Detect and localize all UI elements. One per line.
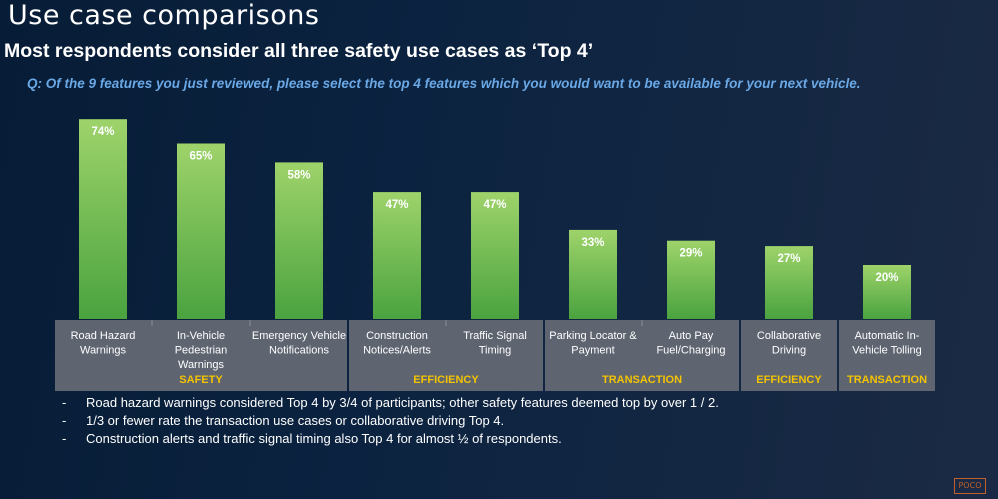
category-label: Warnings bbox=[178, 359, 225, 371]
category-label: Parking Locator & bbox=[549, 330, 637, 342]
bar bbox=[667, 240, 715, 319]
data-label: 74% bbox=[91, 126, 114, 138]
bar bbox=[275, 162, 323, 319]
category-label: Emergency Vehicle bbox=[252, 330, 346, 342]
category-label: Pedestrian bbox=[175, 345, 228, 357]
data-label: 33% bbox=[581, 237, 604, 249]
category-label: Auto Pay bbox=[669, 330, 714, 342]
data-label: 29% bbox=[679, 248, 702, 260]
data-label: 27% bbox=[777, 253, 800, 265]
bar bbox=[765, 246, 813, 319]
brand-logo: POCO bbox=[954, 478, 986, 494]
bullet-item: 1/3 or fewer rate the transaction use ca… bbox=[62, 412, 719, 430]
bar bbox=[569, 229, 617, 319]
bar bbox=[79, 119, 127, 319]
category-label: Notifications bbox=[269, 345, 329, 357]
group-label: EFFICIENCY bbox=[756, 374, 822, 386]
category-label: Warnings bbox=[80, 345, 127, 357]
category-label: Vehicle Tolling bbox=[852, 345, 922, 357]
page-subtitle: Most respondents consider all three safe… bbox=[4, 40, 594, 62]
group-box bbox=[545, 320, 739, 391]
group-box bbox=[741, 320, 837, 391]
data-label: 47% bbox=[483, 199, 506, 211]
page-title: Use case comparisons bbox=[8, 0, 320, 31]
category-label: Timing bbox=[479, 345, 512, 357]
data-label: 20% bbox=[875, 272, 898, 284]
category-label: Construction bbox=[366, 330, 428, 342]
category-label: Collaborative bbox=[757, 330, 821, 342]
group-box bbox=[349, 320, 543, 391]
category-label: In-Vehicle bbox=[177, 330, 225, 342]
bar bbox=[177, 143, 225, 319]
survey-question: Q: Of the 9 features you just reviewed, … bbox=[27, 76, 861, 91]
group-label: TRANSACTION bbox=[602, 374, 682, 386]
group-box bbox=[839, 320, 935, 391]
bar bbox=[471, 192, 519, 319]
bullet-item: Construction alerts and traffic signal t… bbox=[62, 430, 719, 448]
category-label: Notices/Alerts bbox=[363, 345, 431, 357]
data-label: 65% bbox=[189, 151, 212, 163]
category-label: Traffic Signal bbox=[463, 330, 527, 342]
category-label: Road Hazard bbox=[71, 330, 136, 342]
bar bbox=[863, 265, 911, 319]
data-label: 47% bbox=[385, 199, 408, 211]
group-label: TRANSACTION bbox=[847, 374, 927, 386]
category-label: Fuel/Charging bbox=[656, 345, 725, 357]
bar bbox=[373, 192, 421, 319]
group-label: EFFICIENCY bbox=[413, 374, 479, 386]
bullet-item: Road hazard warnings considered Top 4 by… bbox=[62, 394, 719, 412]
category-label: Driving bbox=[772, 345, 806, 357]
category-label: Automatic In- bbox=[855, 330, 920, 342]
group-label: SAFETY bbox=[179, 374, 223, 386]
data-label: 58% bbox=[287, 169, 310, 181]
summary-bullets: Road hazard warnings considered Top 4 by… bbox=[62, 394, 719, 448]
category-label: Payment bbox=[571, 345, 614, 357]
group-box bbox=[55, 320, 347, 391]
